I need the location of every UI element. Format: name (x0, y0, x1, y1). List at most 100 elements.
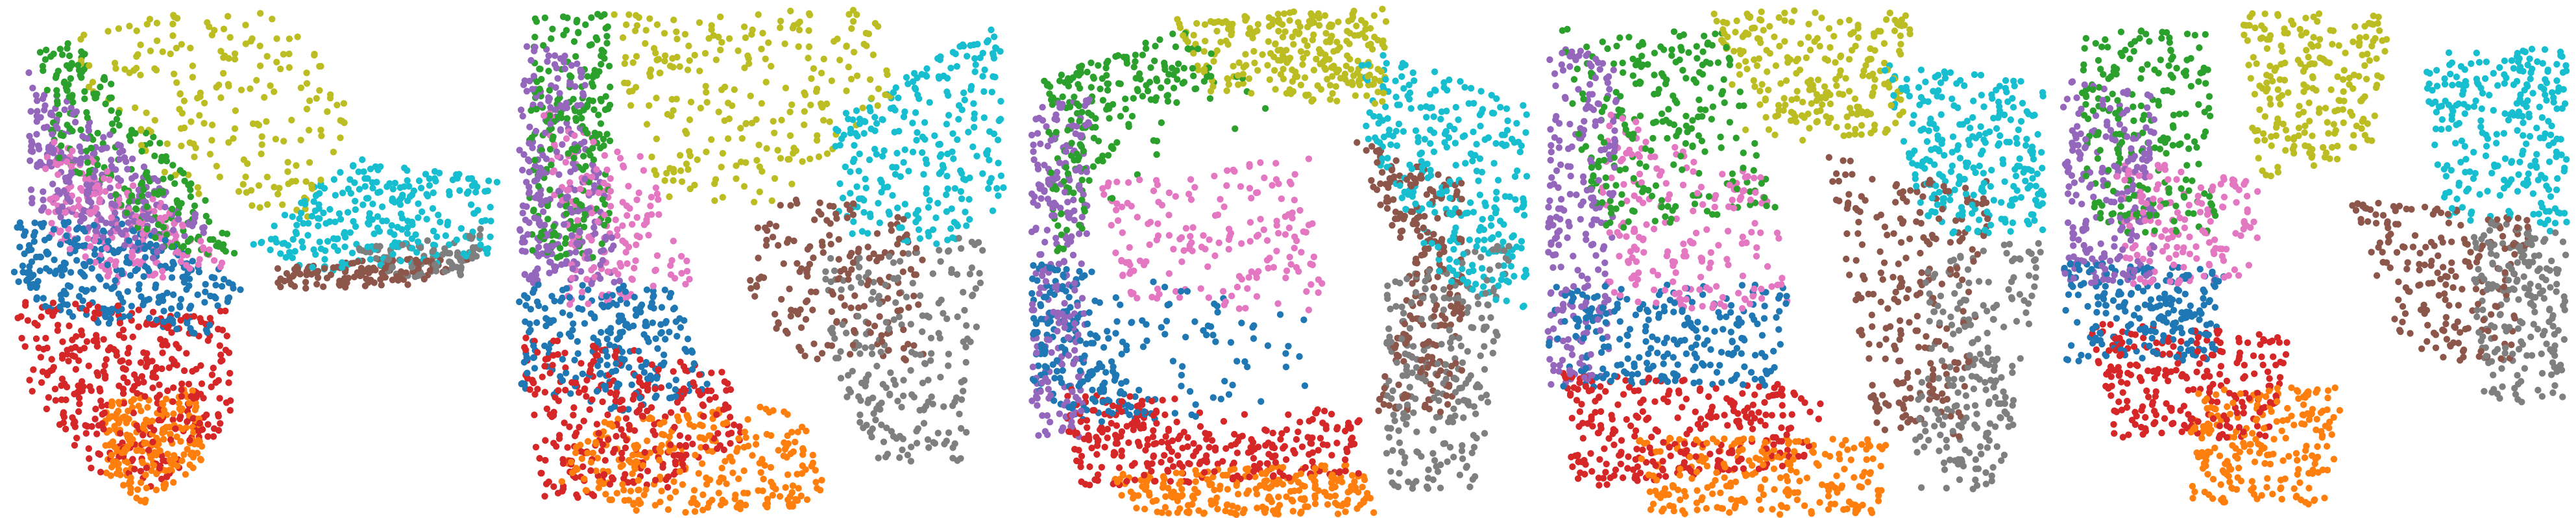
scatter-point-red (120, 365, 127, 371)
scatter-point-pink (211, 257, 217, 264)
scatter-point-green (64, 87, 70, 93)
scatter-point-red (86, 445, 92, 452)
scatter-point-cyan (1383, 60, 1390, 66)
scatter-point-blue (80, 226, 86, 232)
scatter-point-pink (566, 301, 573, 308)
scatter-point-purple (553, 149, 560, 155)
scatter-point-brown (404, 256, 411, 263)
scatter-point-red (592, 345, 599, 351)
scatter-point-red (117, 320, 123, 327)
scatter-point-blue (603, 293, 609, 299)
scatter-point-gray (962, 343, 969, 350)
scatter-point-olive (306, 127, 312, 133)
scatter-point-blue (600, 304, 607, 310)
scatter-point-red (723, 387, 729, 393)
scatter-point-cyan (847, 126, 854, 132)
scatter-point-red (59, 376, 66, 382)
scatter-point-green (571, 38, 577, 45)
scatter-point-red (560, 460, 566, 467)
scatter-point-gray (869, 395, 876, 401)
scatter-point-blue (130, 227, 136, 234)
scatter-point-green (123, 210, 130, 216)
scatter-point-cyan (972, 68, 978, 75)
scatter-point-olive (850, 18, 857, 25)
scatter-point-olive (134, 27, 140, 34)
scatter-point-orange (804, 497, 810, 503)
scatter-point-cyan (336, 210, 343, 217)
scatter-point-blue (630, 323, 637, 329)
scatter-panel-3 (1028, 6, 1530, 518)
scatter-point-red (1184, 434, 1191, 441)
scatter-point-green (188, 180, 194, 187)
scatter-point-olive (648, 154, 655, 160)
scatter-point-olive (806, 43, 812, 50)
scatter-point-gray (457, 269, 463, 275)
scatter-point-red (25, 317, 31, 324)
scatter-point-blue (618, 355, 624, 362)
scatter-point-blue (170, 291, 176, 298)
scatter-point-olive (196, 112, 202, 119)
scatter-point-blue (16, 243, 23, 250)
scatter-point-orange (784, 432, 791, 439)
scatter-point-orange (659, 442, 665, 449)
scatter-point-olive (209, 121, 215, 128)
scatter-point-brown (818, 211, 824, 217)
scatter-point-green (581, 211, 588, 217)
scatter-point-orange (722, 499, 728, 506)
scatter-point-gray (849, 368, 856, 375)
scatter-point-cyan (289, 214, 296, 220)
scatter-point-brown (888, 227, 895, 234)
scatter-point-red (704, 388, 711, 394)
scatter-point-blue (644, 335, 650, 341)
scatter-point-purple (83, 181, 90, 188)
scatter-point-green (94, 162, 101, 168)
scatter-point-brown (850, 201, 857, 207)
scatter-point-green (156, 140, 163, 146)
scatter-point-red (101, 362, 108, 369)
scatter-point-red (642, 449, 648, 456)
scatter-point-blue (535, 282, 541, 288)
scatter-point-purple (526, 123, 533, 130)
scatter-point-red (169, 399, 176, 405)
scatter-point-brown (798, 325, 805, 331)
scatter-point-olive (796, 27, 803, 33)
scatter-point-gray (876, 293, 882, 299)
scatter-point-green (88, 145, 94, 151)
scatter-point-green (54, 101, 60, 107)
scatter-point-blue (683, 348, 690, 354)
scatter-point-orange (108, 399, 115, 405)
scatter-point-red (129, 456, 136, 462)
scatter-point-olive (195, 184, 201, 191)
scatter-point-blue (668, 290, 674, 297)
scatter-point-brown (829, 342, 835, 349)
scatter-point-cyan (995, 160, 1001, 166)
scatter-point-purple (151, 175, 158, 182)
scatter-point-blue (16, 278, 22, 285)
scatter-point-olive (232, 56, 238, 62)
scatter-point-cyan (418, 185, 424, 191)
scatter-point-orange (640, 462, 646, 469)
scatter-point-gray (887, 369, 893, 376)
scatter-point-cyan (412, 231, 419, 238)
scatter-point-purple (29, 148, 36, 154)
scatter-point-olive (285, 159, 291, 166)
scatter-point-cyan (960, 42, 966, 49)
scatter-point-blue (135, 240, 141, 246)
scatter-point-pink (571, 132, 577, 139)
scatter-point-gray (869, 344, 875, 351)
scatter-point-orange (1165, 510, 1172, 516)
scatter-point-red (619, 397, 626, 403)
scatter-point-purple (547, 104, 553, 110)
scatter-point-blue (34, 294, 40, 301)
scatter-point-blue (126, 313, 132, 319)
scatter-point-olive (661, 177, 668, 184)
scatter-point-olive (679, 179, 685, 185)
scatter-point-purple (553, 65, 559, 71)
scatter-point-olive (778, 117, 784, 123)
scatter-point-olive (309, 185, 315, 191)
scatter-point-cyan (300, 244, 306, 251)
scatter-point-olive (626, 11, 632, 18)
scatter-point-olive (630, 59, 637, 66)
scatter-point-green (66, 53, 73, 59)
scatter-point-red (581, 386, 588, 393)
